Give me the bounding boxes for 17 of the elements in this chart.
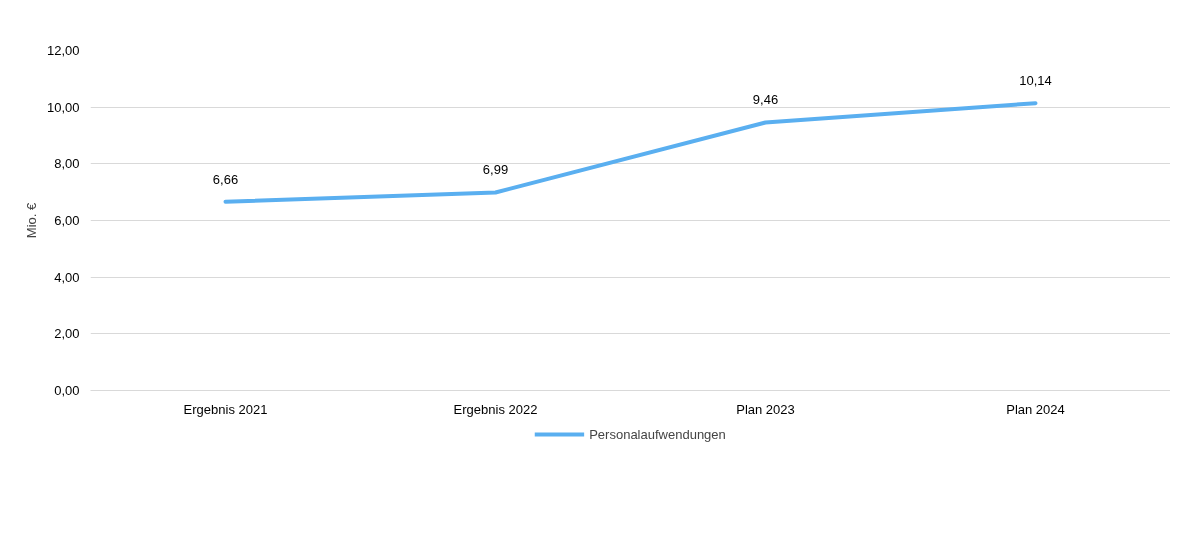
- x-tick-label: Ergebnis 2022: [453, 401, 538, 417]
- y-tick-label: 12,00: [46, 43, 80, 58]
- y-tick-label: 10,00: [46, 99, 80, 115]
- legend-label: Personalaufwendungen: [589, 426, 726, 442]
- y-tick-label: 0,00: [54, 383, 80, 398]
- x-tick-label: Plan 2023: [736, 401, 795, 417]
- data-label: 9,46: [752, 92, 779, 108]
- data-label: 10,14: [1019, 73, 1052, 89]
- y-tick-label: 4,00: [54, 269, 80, 285]
- y-tick-label: 8,00: [54, 156, 80, 172]
- y-axis-title: Mio. €: [23, 202, 39, 239]
- x-tick-label: Plan 2024: [1006, 401, 1065, 417]
- x-tick-label: Ergebnis 2021: [183, 401, 268, 417]
- data-label: 6,99: [482, 162, 509, 178]
- y-tick-label: 2,00: [54, 326, 80, 342]
- data-label: 6,66: [212, 171, 239, 187]
- y-tick-label: 6,00: [54, 213, 80, 228]
